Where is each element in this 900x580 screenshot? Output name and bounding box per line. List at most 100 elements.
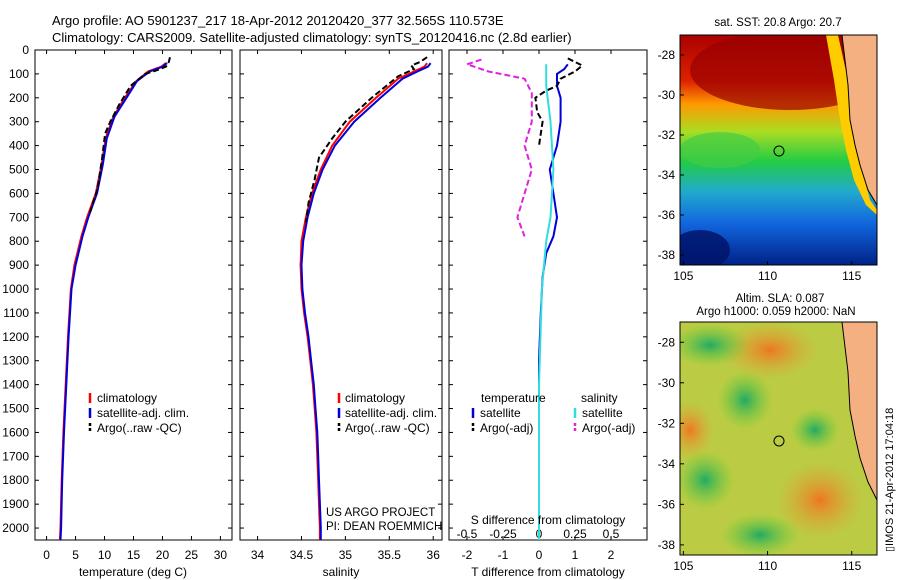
sla-blob-green-1 [680, 323, 750, 367]
map-y-tick-label: -28 [658, 335, 676, 349]
y-tick-label: 200 [9, 91, 29, 105]
salinity-ticks: 34 34.5 35 35.5 36 [240, 49, 442, 562]
sla-blob-green-3 [680, 450, 735, 510]
sla-map-ticks: 105 110 115 -28 -30 -32 -34 -36 -38 [658, 335, 862, 573]
x-tick-label: 0 [43, 548, 50, 562]
header-line-2: Climatology: CARS2009. Satellite-adjuste… [52, 30, 572, 45]
sst-map-frame [679, 34, 878, 266]
x-tick-label: 5 [72, 548, 79, 562]
sst-profile-marker [773, 145, 785, 157]
y-tick-label: 2000 [2, 521, 29, 535]
y-tick-label: 1300 [2, 354, 29, 368]
x-tick-label: 35.5 [378, 548, 402, 562]
x-tick-label: 30 [214, 548, 228, 562]
series-line [534, 57, 585, 146]
legend-title-temperature: temperature [481, 391, 546, 405]
difference-ticks: -2 -1 0 1 2-0.5 -0.25 0 0.25 0.5 [449, 49, 647, 562]
difference-xlabel-salinity: S difference from climatology [471, 513, 626, 527]
temperature-series [58, 56, 171, 541]
difference-axes [448, 49, 648, 541]
temperature-legend: climatology satellite-adj. clim. Argo(..… [88, 391, 189, 435]
map-y-tick-label: -36 [658, 208, 676, 222]
sla-map-panel: Altim. SLA: 0.087 Argo h1000: 0.059 h200… [658, 293, 878, 573]
legend-label-temp-argo: Argo(-adj) [480, 421, 533, 435]
map-y-tick-label: -34 [658, 457, 676, 471]
y-tick-label: 900 [9, 258, 29, 272]
series-line [89, 56, 171, 213]
legend-label-climatology: climatology [345, 391, 405, 405]
y-tick-label: 400 [9, 139, 29, 153]
sst-map-image [680, 35, 877, 265]
sla-map-frame [679, 321, 878, 556]
sst-map-title: sat. SST: 20.8 Argo: 20.7 [714, 17, 841, 29]
sla-blob-green-2 [717, 370, 773, 430]
y-tick-label: 500 [9, 163, 29, 177]
legend-label-climatology: climatology [97, 391, 157, 405]
salinity-series [299, 56, 432, 540]
x-tick-label: 25 [185, 548, 199, 562]
x-tick-label: 34 [251, 548, 265, 562]
series-line [304, 56, 428, 223]
map-y-tick-label: -32 [658, 128, 676, 142]
sla-blob-orange-2 [775, 460, 865, 540]
y-tick-label: 1900 [2, 497, 29, 511]
salinity-diff-tick-label: -0.5 [457, 527, 478, 541]
y-tick-label: 100 [9, 67, 29, 81]
sla-map-title-2: Argo h1000: 0.059 h2000: NaN [696, 306, 855, 318]
map-y-tick-label: -28 [658, 48, 676, 62]
legend-label-satellite: satellite-adj. clim. [97, 406, 189, 420]
salinity-xlabel: salinity [323, 565, 360, 579]
salinity-diff-tick-label: 0.25 [563, 527, 587, 541]
map-y-tick-label: -34 [658, 168, 676, 182]
legend-label-argo: Argo(..raw -QC) [97, 421, 182, 435]
x-tick-label: 36 [427, 548, 441, 562]
x-tick-label: 2 [608, 548, 615, 562]
series-line [538, 64, 555, 540]
y-tick-label: 1400 [2, 378, 29, 392]
y-tick-label: 0 [22, 43, 29, 57]
x-tick-label: 35 [339, 548, 353, 562]
y-tick-label: 1100 [3, 306, 29, 320]
legend-label-satellite: satellite-adj. clim. [345, 406, 437, 420]
x-tick-label: 15 [127, 548, 141, 562]
sst-cool-patch [680, 132, 760, 168]
difference-xlabel: T difference from climatology [471, 565, 625, 579]
credit-line-1: US ARGO PROJECT [326, 507, 435, 519]
y-tick-label: 1700 [2, 449, 29, 463]
y-tick-label: 1800 [2, 473, 29, 487]
y-tick-label: 1200 [2, 330, 29, 344]
temperature-panel: 0100200300400500600700800900100011001200… [2, 43, 233, 579]
sst-land [842, 35, 877, 205]
sla-coastline [841, 322, 877, 501]
series-line [463, 58, 533, 237]
salinity-diff-tick-label: 0.5 [603, 527, 620, 541]
difference-panel: -2 -1 0 1 2-0.5 -0.25 0 0.25 0.5 T difference fr… [448, 49, 648, 579]
y-tick-label: 700 [9, 210, 29, 224]
difference-legend: temperature salinity satellite Argo(-adj… [471, 391, 635, 435]
series-line [300, 62, 432, 540]
map-y-tick-label: -38 [658, 538, 676, 552]
x-tick-label: 34.5 [290, 548, 314, 562]
x-tick-label: 1 [572, 548, 579, 562]
temperature-axes [34, 49, 233, 541]
x-tick-label: -1 [498, 548, 509, 562]
map-y-tick-label: -32 [658, 416, 676, 430]
sla-blob-green-5 [790, 408, 840, 452]
difference-series [463, 57, 585, 540]
salinity-axes [239, 49, 443, 541]
sst-coastline [841, 35, 877, 206]
y-tick-label: 1500 [2, 402, 29, 416]
map-x-tick-label: 105 [673, 559, 693, 573]
salinity-legend: climatology satellite-adj. clim. Argo(..… [337, 391, 437, 435]
credit-line-2: PI: DEAN ROEMMICH [326, 521, 442, 533]
sst-map-ticks: 105 110 115 -28 -30 -32 -34 -36 -38 [658, 48, 862, 283]
map-y-tick-label: -30 [658, 376, 676, 390]
legend-label-temp-satellite: satellite [480, 406, 521, 420]
y-tick-label: 300 [9, 115, 29, 129]
header-line-1: Argo profile: AO 5901237_217 18-Apr-2012… [52, 13, 504, 28]
map-y-tick-label: -38 [658, 248, 676, 262]
map-x-tick-label: 110 [758, 559, 777, 573]
map-x-tick-label: 115 [842, 559, 861, 573]
map-y-tick-label: -30 [658, 88, 676, 102]
